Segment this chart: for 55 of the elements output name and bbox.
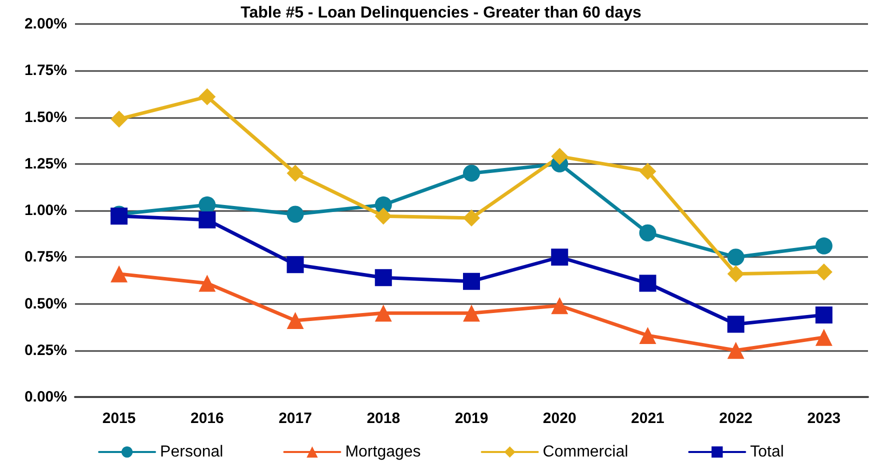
- legend-label: Total: [750, 444, 784, 460]
- point: [286, 312, 304, 330]
- point: [374, 304, 392, 322]
- point: [639, 274, 656, 292]
- x-tick-label: 2019: [454, 410, 488, 427]
- point: [639, 224, 656, 242]
- point: [374, 208, 392, 225]
- point: [198, 196, 216, 214]
- y-tick-label: 0.25%: [24, 342, 67, 359]
- point: [639, 162, 656, 180]
- legend-label: Mortgages: [345, 444, 421, 460]
- point: [110, 110, 128, 128]
- point: [815, 328, 832, 346]
- x-tick-label: 2022: [719, 410, 753, 427]
- point: [551, 297, 568, 314]
- x-tick-label: 2016: [190, 410, 224, 427]
- point: [727, 342, 744, 359]
- point: [639, 326, 656, 344]
- y-tick-label: 1.00%: [24, 202, 67, 219]
- point: [374, 269, 392, 286]
- point: [727, 316, 744, 333]
- point: [463, 164, 480, 182]
- point: [815, 237, 832, 254]
- y-tick-label: 1.50%: [24, 108, 67, 126]
- legend-label: Commercial: [542, 444, 628, 460]
- point: [463, 209, 480, 226]
- x-tick-label: 2015: [102, 410, 136, 427]
- x-tick-label: 2017: [278, 410, 312, 427]
- y-tick-label: 0.00%: [24, 388, 67, 406]
- point: [551, 248, 568, 266]
- x-tick-label: 2021: [631, 410, 664, 427]
- point: [815, 264, 832, 281]
- point: [727, 248, 744, 266]
- point: [110, 265, 128, 282]
- point: [198, 211, 216, 228]
- point: [727, 265, 744, 282]
- point: [815, 306, 832, 324]
- x-tick-label: 2023: [807, 410, 841, 427]
- point: [198, 274, 216, 292]
- y-tick-label: 0.50%: [24, 295, 67, 312]
- point: [286, 256, 304, 274]
- point: [463, 304, 480, 322]
- chart-title: Table #5 - Loan Delinquencies - Greater than 60 days: [240, 4, 642, 22]
- x-tick-label: 2018: [366, 410, 400, 427]
- point: [551, 148, 568, 165]
- y-tick-label: 1.75%: [24, 62, 67, 80]
- y-tick-label: 0.75%: [24, 248, 67, 266]
- point: [198, 88, 216, 106]
- point: [286, 206, 304, 223]
- x-tick-label: 2020: [542, 410, 576, 427]
- legend-label: Personal: [160, 444, 224, 460]
- y-tick-label: 2.00%: [24, 16, 67, 32]
- point: [463, 272, 480, 290]
- point: [286, 164, 304, 182]
- y-tick-label: 1.25%: [24, 155, 67, 172]
